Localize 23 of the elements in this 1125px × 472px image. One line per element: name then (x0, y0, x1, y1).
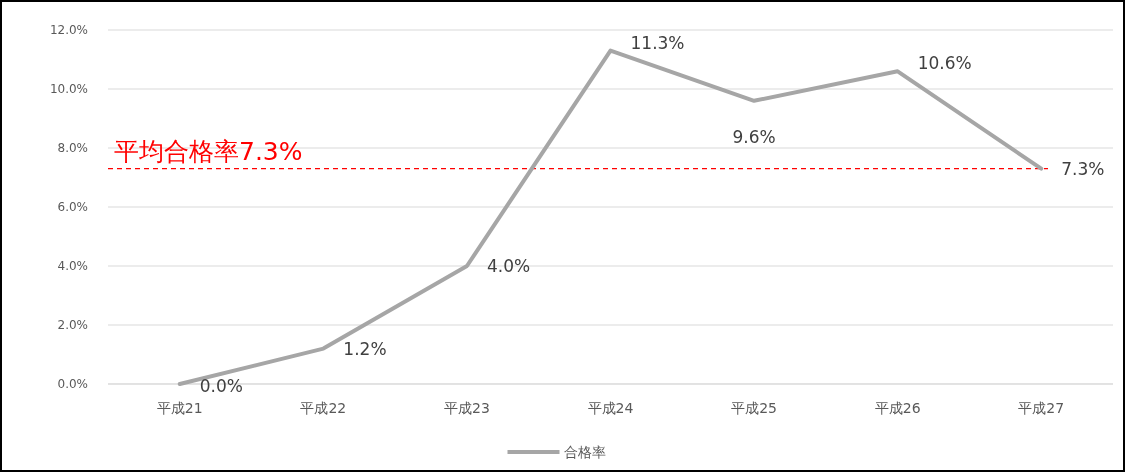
x-tick-label: 平成21 (156, 400, 203, 416)
x-tick-label: 平成22 (300, 400, 347, 416)
data-label: 10.6% (917, 53, 972, 74)
y-tick-label: 4.0% (57, 259, 88, 273)
x-tick-label: 平成24 (587, 400, 634, 416)
y-tick-label: 0.0% (57, 377, 88, 391)
y-tick-label: 6.0% (57, 200, 88, 214)
y-tick-label: 8.0% (57, 141, 88, 155)
x-tick-label: 平成23 (444, 400, 490, 416)
data-label: 9.6% (732, 126, 776, 147)
y-tick-label: 10.0% (49, 82, 88, 96)
x-tick-label: 平成25 (731, 400, 777, 416)
legend-label: 合格率 (563, 444, 606, 460)
data-label: 4.0% (486, 256, 531, 276)
data-label: 11.3% (630, 32, 685, 53)
data-label: 7.3% (1061, 158, 1105, 179)
data-label: 1.2% (343, 338, 387, 359)
x-tick-label: 平成26 (874, 400, 921, 416)
ref-line-label: 平均合格率7.3% (114, 136, 303, 166)
x-tick-label: 平成27 (1018, 400, 1065, 416)
y-tick-label: 12.0% (49, 23, 88, 37)
y-tick-label: 2.0% (57, 318, 88, 332)
data-label: 0.0% (199, 376, 243, 396)
